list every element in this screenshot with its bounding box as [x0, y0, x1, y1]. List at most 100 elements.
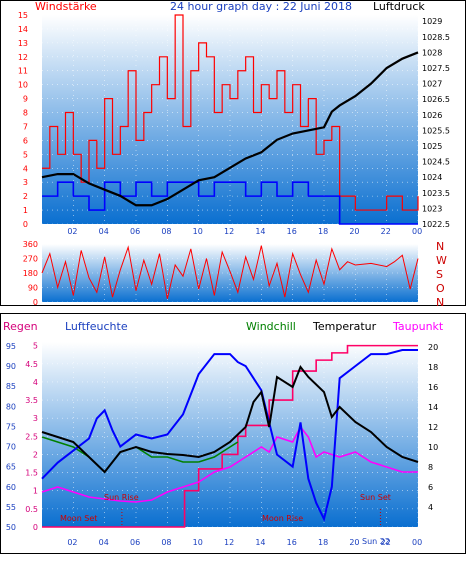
tick-label-luftfeuchte: 60 — [6, 483, 16, 492]
tick-label-wind: 13 — [18, 39, 28, 48]
tick-label-direction: 270 — [23, 255, 38, 264]
tick-label-luftfeuchte: 65 — [6, 463, 16, 472]
tick-label-wind: 9 — [23, 95, 28, 104]
label-taupunkt: Taupunkt — [392, 320, 444, 333]
tick-label-x-top: 18 — [318, 227, 328, 236]
tick-label-regen: 1.5 — [25, 469, 38, 478]
tick-label-direction: 180 — [23, 269, 38, 278]
tick-label-x-top: 20 — [349, 227, 359, 236]
tick-label-regen: 3 — [33, 414, 38, 423]
tick-label-regen: 4.5 — [25, 360, 38, 369]
tick-label-direction: 360 — [23, 240, 38, 249]
wind-pressure-panel — [41, 14, 419, 225]
tick-label-regen: 0 — [33, 523, 38, 532]
tick-label-x-top: 08 — [161, 227, 171, 236]
tick-label-pressure: 1022.5 — [422, 220, 450, 229]
annotation-sun-rise: Sun Rise — [104, 493, 139, 502]
tick-label-temperature: 6 — [428, 483, 433, 492]
tick-label-regen: 4 — [33, 378, 38, 387]
tick-label-luftfeuchte: 80 — [6, 402, 16, 411]
header-pressure-label: Luftdruck — [373, 0, 425, 13]
compass-n-top: N — [436, 240, 444, 253]
gust-series-line — [42, 181, 418, 225]
tick-label-wind: 6 — [23, 136, 28, 145]
tick-label-temperature: 12 — [428, 423, 438, 432]
chart-title: 24 hour graph day : 22 Juni 2018 — [170, 0, 352, 13]
annotation-moon-rise: Moon Rise — [262, 514, 303, 523]
tick-label-x-top: 00 — [412, 227, 422, 236]
tick-label-wind: 5 — [23, 150, 28, 159]
tick-label-temperature: 8 — [428, 463, 433, 472]
tick-label-wind: 3 — [23, 178, 28, 187]
tick-label-x-bottom: 02 — [67, 538, 77, 547]
tick-label-pressure: 1025 — [422, 142, 442, 151]
tick-label-pressure: 1027 — [422, 80, 442, 89]
tick-label-wind: 14 — [18, 25, 28, 34]
tick-label-luftfeuchte: 90 — [6, 362, 16, 371]
tick-label-x-bottom: 00 — [412, 538, 422, 547]
tick-label-pressure: 1028.5 — [422, 33, 450, 42]
tick-label-x-top: 14 — [255, 227, 265, 236]
tick-label-pressure: 1023.5 — [422, 189, 450, 198]
tick-label-temperature: 18 — [428, 363, 438, 372]
tick-label-regen: 2 — [33, 450, 38, 459]
tick-label-pressure: 1025.5 — [422, 126, 450, 135]
grid-dots — [42, 14, 419, 528]
tick-label-x-top: 02 — [67, 227, 77, 236]
tick-label-luftfeuchte: 95 — [6, 342, 16, 351]
label-luftfeuchte: Luftfeuchte — [65, 320, 128, 333]
tick-label-regen: 5 — [33, 342, 38, 351]
tick-label-wind: 1 — [23, 206, 28, 215]
tick-label-x-bottom: 14 — [255, 538, 265, 547]
tick-label-x-top: 12 — [224, 227, 234, 236]
tick-label-luftfeuchte: 75 — [6, 422, 16, 431]
compass-s: S — [436, 268, 443, 281]
tick-label-x-top: 04 — [99, 227, 109, 236]
tick-label-wind: 8 — [23, 109, 28, 118]
wind-series-line — [42, 14, 419, 211]
label-temperatur: Temperatur — [312, 320, 377, 333]
tick-label-x-bottom: 20 — [349, 538, 359, 547]
tick-label-temperature: 4 — [428, 503, 433, 512]
tick-label-wind: 2 — [23, 192, 28, 201]
wind-direction-panel — [41, 245, 419, 299]
tick-label-x-bottom: 18 — [318, 538, 328, 547]
tick-label-regen: 3.5 — [25, 396, 38, 405]
humidity-series-line — [41, 349, 418, 522]
tick-label-wind: 11 — [18, 67, 28, 76]
climate-panel — [41, 344, 419, 528]
bottom-frame — [0, 313, 466, 554]
tick-label-x-bottom: 10 — [193, 538, 203, 547]
direction-series-line — [41, 245, 419, 299]
tick-label-x-top: 16 — [287, 227, 297, 236]
tick-label-wind: 15 — [18, 11, 28, 20]
wind-pressure-plot-area — [42, 15, 418, 224]
tick-label-x-bottom: 08 — [161, 538, 171, 547]
tick-label-pressure: 1029 — [422, 17, 442, 26]
tick-label-x-top: 22 — [381, 227, 391, 236]
wind-direction-plot-area — [42, 244, 418, 302]
axes: 0202040406060808101012121414161618182020… — [6, 11, 450, 547]
temperature-series-line — [41, 365, 419, 474]
tick-label-direction: 90 — [28, 284, 38, 293]
annotation-sun-set: Sun Set — [360, 493, 391, 502]
tick-label-x-bottom: 12 — [224, 538, 234, 547]
tick-label-luftfeuchte: 50 — [6, 523, 16, 532]
compass-n-bottom: N — [436, 296, 444, 309]
tick-label-regen: 2.5 — [25, 432, 38, 441]
tick-label-x-bottom: 22 — [381, 538, 391, 547]
tick-label-luftfeuchte: 85 — [6, 382, 16, 391]
tick-label-regen: 1 — [33, 487, 38, 496]
tick-label-x-top: 10 — [193, 227, 203, 236]
label-regen: Regen — [3, 320, 38, 333]
header-wind-label: Windstärke — [35, 0, 97, 13]
dewpoint-series-line — [41, 425, 418, 503]
tick-label-x-bottom: 06 — [130, 538, 140, 547]
tick-label-wind: 7 — [23, 122, 28, 131]
tick-label-wind: 10 — [18, 81, 28, 90]
tick-label-pressure: 1024.5 — [422, 158, 450, 167]
tick-label-x-bottom: 16 — [287, 538, 297, 547]
tick-label-wind: 0 — [23, 220, 28, 229]
